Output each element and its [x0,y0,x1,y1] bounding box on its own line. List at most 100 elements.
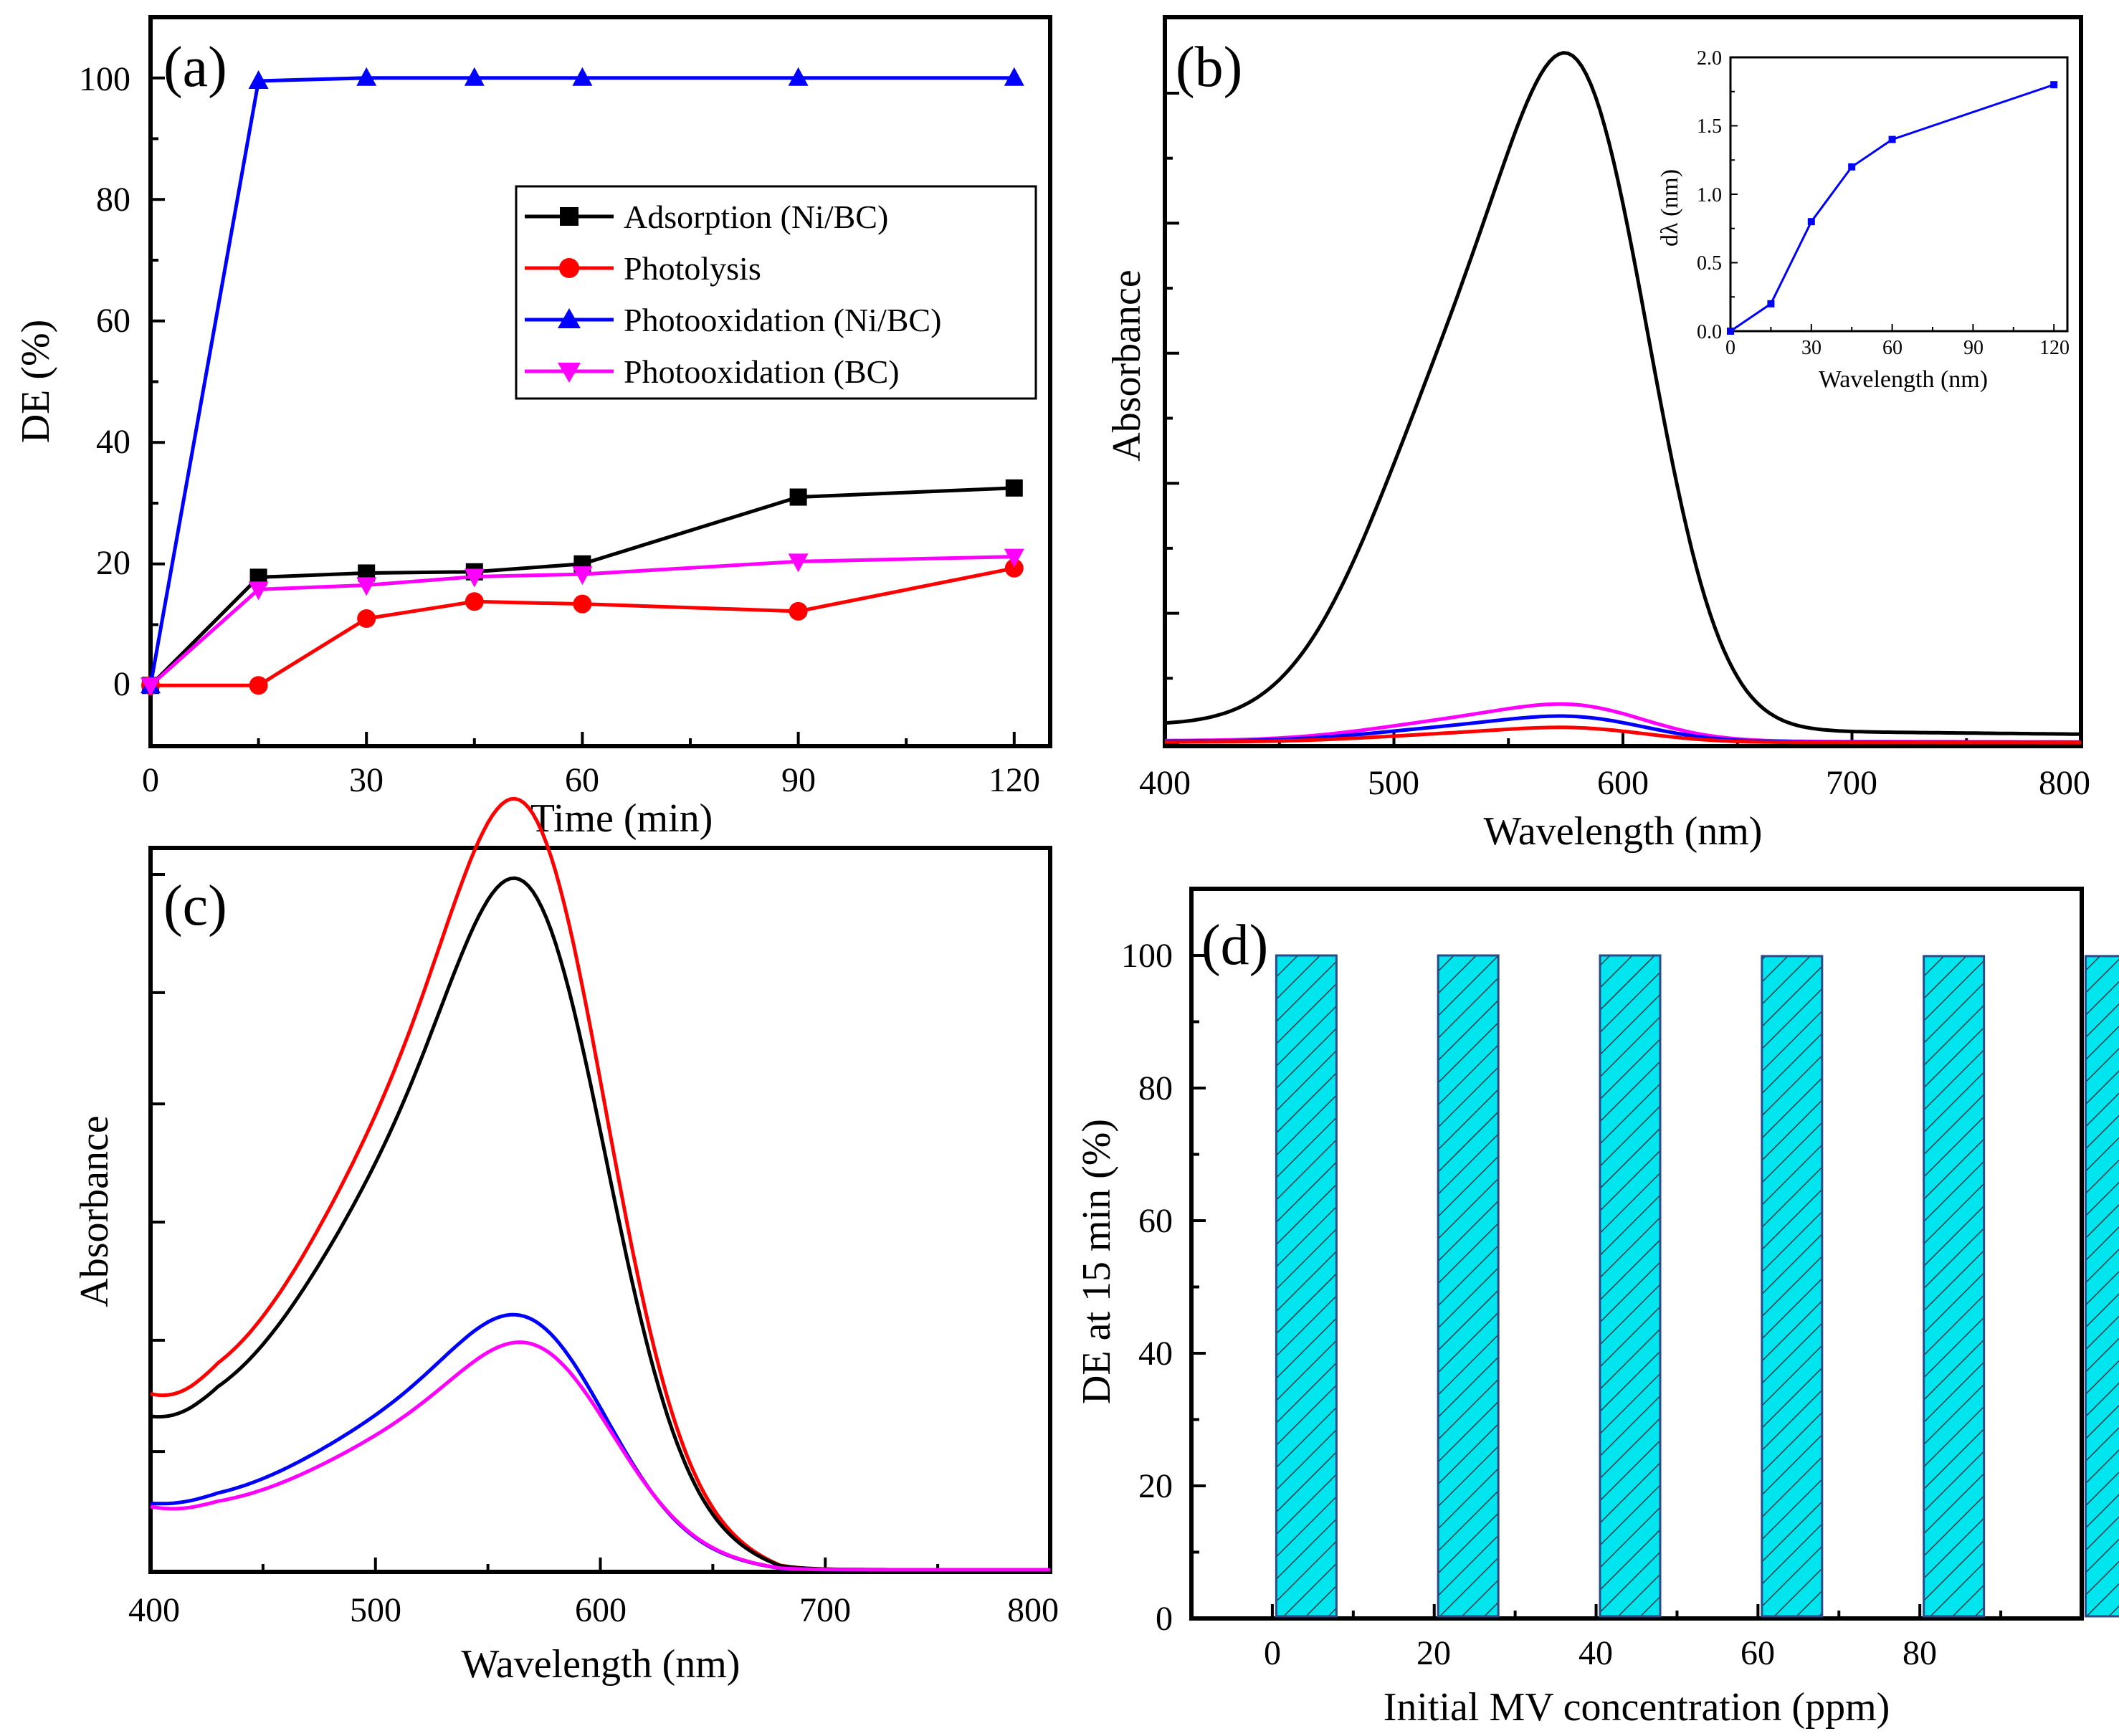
legend-item-photooxidation-ni-bc: Photooxidation (Ni/BC) [525,302,941,338]
panel-b-x-tick-labels: 400 500 600 700 800 [1139,764,2090,802]
inset-data-point [1727,328,1734,335]
panel-b-inset-frame [1729,56,2069,333]
panel-a-y-axis-label: DE (%) [14,320,58,444]
spectrum-curve [150,1312,1050,1572]
panel-a-x-tick-label: 120 [989,761,1040,799]
panel-a-y-tick-label: 0 [113,665,130,703]
legend-square-marker [560,207,578,226]
inset-data-point [1807,218,1815,226]
legend-circle-marker [559,258,579,278]
panel-c-x-tick-label: 800 [1007,1591,1059,1629]
inset-x-tick-label: 30 [1801,337,1822,359]
panel-d-y-tick-labels: 0 20 40 60 80 100 [1121,937,1173,1638]
panel-b-x-tick-label: 400 [1139,764,1191,802]
legend-label: Photooxidation (Ni/BC) [624,302,941,338]
panel-a-y-tick-label: 60 [96,302,130,340]
legend-item-photooxidation-bc: Photooxidation (BC) [525,353,900,390]
spectrum-curve [150,796,1050,1572]
panel-a-label: (a) [163,36,227,99]
panel-c-curves [150,796,1050,1572]
panel-b-y-axis-label: Absorbance [1105,270,1149,461]
panel-a-y-tick-label: 100 [79,60,130,98]
panel-a-y-tick-label: 80 [96,181,130,219]
panel-b-inset-y-axis-label: dλ (nm) [1657,169,1683,247]
inset-y-tick-label: 1.5 [1697,115,1722,138]
panel-c-x-tick-label: 700 [799,1591,851,1629]
panel-b-curves [1164,51,2082,745]
panel-d-y-axis-label: DE at 15 min (%) [1075,1119,1119,1404]
inset-x-tick-label: 0 [1725,337,1735,359]
bar [2084,955,2119,1618]
inset-data-point [1848,163,1856,171]
inset-x-tick-label: 120 [2039,337,2070,359]
panel-d-y-tick-label: 100 [1121,937,1173,975]
panel-a-line-chart: (a) 0 30 60 90 120 0 20 40 60 80 100 Tim… [14,15,1052,841]
data-point-circle [249,676,268,695]
panel-c-spectrum-chart: (c) 400 500 600 700 800 Wavelength (nm) … [72,796,1059,1687]
panel-d-x-tick-label: 80 [1903,1634,1937,1672]
bar [1599,954,1662,1618]
panel-b-inset-x-axis-label: Wavelength (nm) [1819,366,1988,393]
panel-c-x-tick-label: 600 [575,1591,627,1629]
panel-a-y-tick-labels: 0 20 40 60 80 100 [79,60,130,703]
panel-a-x-tick-label: 0 [142,761,159,799]
panel-c-x-tick-labels: 400 500 600 700 800 [128,1591,1059,1629]
bar [1275,954,1338,1618]
panel-d-y-tick-label: 60 [1138,1202,1173,1240]
panel-c-x-tick-label: 500 [350,1591,401,1629]
data-point-triangle-up [356,67,377,86]
legend-label: Photolysis [624,250,761,287]
panel-a-x-tick-label: 60 [565,761,599,799]
inset-data-point [1767,300,1775,307]
panel-d-x-tick-labels: 0 20 40 60 80 [1264,1634,1937,1672]
inset-series-line [1730,83,2054,333]
panel-d-plot-frame [1189,887,2084,1621]
panel-d-label: (d) [1201,914,1268,977]
series-line [149,486,1014,687]
inset-y-tick-label: 0.5 [1697,252,1722,275]
panel-b-inset-x-tick-labels: 0 30 60 90 120 [1725,337,2070,359]
panel-d-y-tick-label: 80 [1138,1069,1173,1107]
panel-b-x-tick-label: 600 [1597,764,1649,802]
panel-d-x-axis-label: Initial MV concentration (ppm) [1384,1685,1890,1730]
panel-a-x-axis-label: Time (min) [530,796,713,841]
bar [1437,954,1500,1618]
inset-x-tick-label: 90 [1963,337,1984,359]
panel-a-legend-box [515,185,1037,400]
panel-b-label: (b) [1176,36,1242,99]
legend-label: Photooxidation (BC) [624,353,900,390]
panel-d-bar-chart: (d) 0 20 40 60 80 0 20 40 60 80 100 Init… [1075,887,2119,1730]
data-point-circle [357,609,376,629]
panel-b-x-tick-label: 800 [2039,764,2090,802]
data-point-square [1005,479,1023,497]
legend-triangle-up-marker [558,308,581,328]
panel-c-x-axis-label: Wavelength (nm) [462,1642,741,1687]
panel-d-x-tick-label: 20 [1416,1634,1451,1672]
data-point-triangle-down [141,677,161,697]
inset-y-tick-label: 0.0 [1697,321,1722,343]
data-point-triangle-up [788,67,809,86]
inset-x-tick-label: 60 [1882,337,1903,359]
data-point-triangle-down [1004,548,1024,568]
panel-a-x-tick-label: 90 [781,761,816,799]
panel-b-x-tick-label: 700 [1826,764,1877,802]
panel-d-bars [1275,954,2119,1618]
data-point-triangle-down [356,577,377,596]
inset-y-tick-label: 1.0 [1697,184,1722,206]
data-point-circle [573,594,592,614]
panel-d-y-tick-label: 0 [1156,1600,1173,1638]
panel-b-inset-y-tick-labels: 0.0 0.5 1.0 1.5 2.0 [1697,47,1722,343]
bar [1761,955,1824,1618]
panel-d-y-tick-label: 20 [1138,1467,1173,1505]
panel-d-x-tick-label: 0 [1264,1634,1281,1672]
data-point-triangle-down [248,581,269,601]
data-point-triangle-down [464,568,485,588]
data-point-triangle-up [248,70,269,89]
panel-b-inset-series [1727,81,2058,335]
panel-c-x-tick-label: 400 [128,1591,180,1629]
data-point-triangle-down [788,553,809,573]
panel-b-inset-chart: 0 30 60 90 120 0.0 0.5 1.0 1.5 2.0 Wavel… [1657,47,2070,393]
legend-item-adsorption: Adsorption (Ni/BC) [525,199,888,235]
panel-a-x-tick-label: 30 [349,761,384,799]
